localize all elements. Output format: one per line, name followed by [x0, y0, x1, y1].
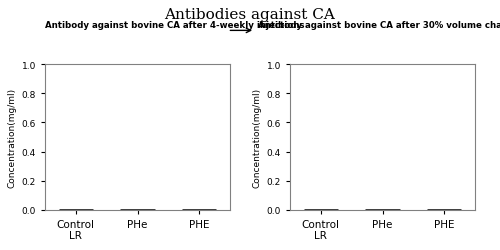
Text: Antibody against bovine CA after 30% volume challenge: Antibody against bovine CA after 30% vol…	[258, 21, 500, 30]
Text: Antibodies against CA: Antibodies against CA	[164, 8, 336, 22]
Text: Antibody against bovine CA after 4-weekly injections: Antibody against bovine CA after 4-weekl…	[45, 21, 304, 30]
Y-axis label: Concentration(mg/ml): Concentration(mg/ml)	[252, 88, 261, 187]
Y-axis label: Concentration(mg/ml): Concentration(mg/ml)	[7, 88, 16, 187]
